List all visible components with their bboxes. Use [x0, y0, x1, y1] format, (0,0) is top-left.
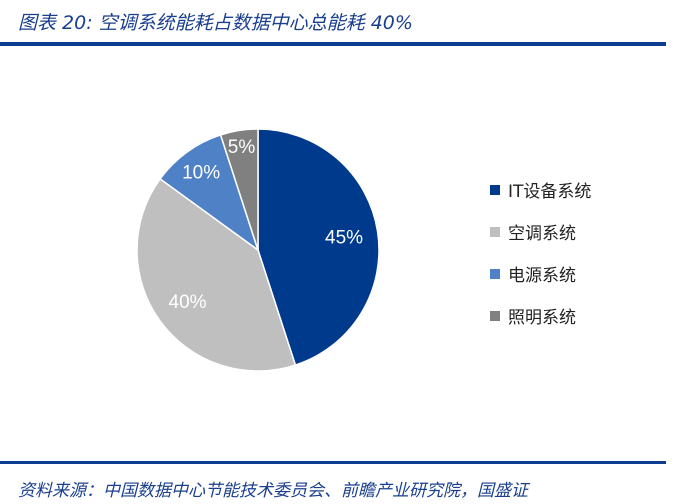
data-label: 5%	[228, 137, 256, 158]
pie-chart: 45% 40% 10% 5%	[136, 128, 380, 372]
legend-label: 空调系统	[508, 224, 576, 244]
legend-item: 照明系统	[490, 303, 576, 328]
legend-label: 照明系统	[508, 308, 576, 328]
legend-swatch	[490, 268, 500, 279]
pie-slice	[257, 128, 380, 367]
legend-item: IT设备系统	[490, 177, 591, 202]
legend-swatch	[490, 184, 500, 195]
chart-title: 图表 20: 空调系统能耗占数据中心总能耗 40%	[18, 12, 413, 34]
legend-swatch	[490, 226, 500, 237]
title-rule	[0, 42, 666, 46]
source-note: 资料来源：中国数据中心节能技术委员会、前瞻产业研究院，国盛证	[18, 481, 528, 501]
source-rule	[0, 461, 666, 464]
legend-label: 电源系统	[508, 266, 576, 286]
data-label: 45%	[325, 227, 363, 248]
legend-label: IT设备系统	[508, 182, 592, 202]
legend-item: 电源系统	[490, 261, 576, 286]
pie-slice	[136, 177, 297, 372]
pie-slice	[219, 128, 259, 251]
legend-swatch	[490, 310, 500, 321]
pie-slice	[159, 133, 260, 252]
legend-item: 空调系统	[490, 219, 576, 244]
data-label: 40%	[169, 292, 207, 313]
data-label: 10%	[182, 163, 220, 184]
